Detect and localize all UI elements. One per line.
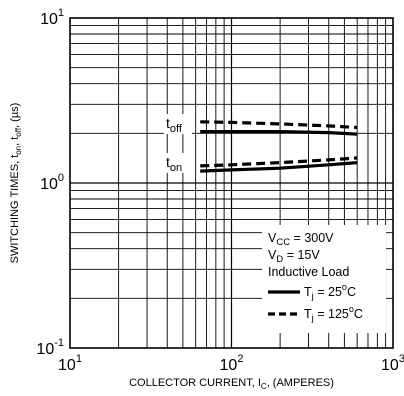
series-line (200, 120, 358, 130)
legend-condition: VCC = 300V (268, 231, 334, 248)
series-line (200, 161, 358, 173)
y-tick-label: 100 (40, 172, 64, 193)
curve-label-bg (164, 114, 192, 134)
curve-labels: toff ton (164, 114, 192, 174)
series-line (200, 156, 358, 168)
tick-labels: 101 102 103 10-1 100 101 (36, 7, 404, 374)
plot-frame (69, 17, 394, 349)
legend-condition: VD = 15V (268, 248, 320, 265)
legend-condition: Inductive Load (268, 265, 349, 279)
data-curves (200, 120, 358, 173)
x-tick-label: 102 (220, 353, 244, 374)
y-tick-label: 101 (40, 7, 64, 28)
y-axis-title: SWITCHING TIMES, ton, toff, (µs) (9, 103, 23, 264)
legend-entry: Tj = 125oC (304, 304, 363, 324)
x-axis-title: COLLECTOR CURRENT, IC, (AMPERES) (129, 377, 334, 391)
curve-label: ton (166, 154, 182, 174)
x-tick-label: 103 (381, 353, 404, 374)
series-line (200, 130, 358, 136)
y-tick-label: 10-1 (36, 337, 64, 358)
curve-label-bg (164, 153, 192, 173)
curve-label: toff (166, 115, 183, 135)
x-tick-label: 101 (58, 353, 82, 374)
legend-entry: Tj = 25oC (304, 282, 356, 302)
